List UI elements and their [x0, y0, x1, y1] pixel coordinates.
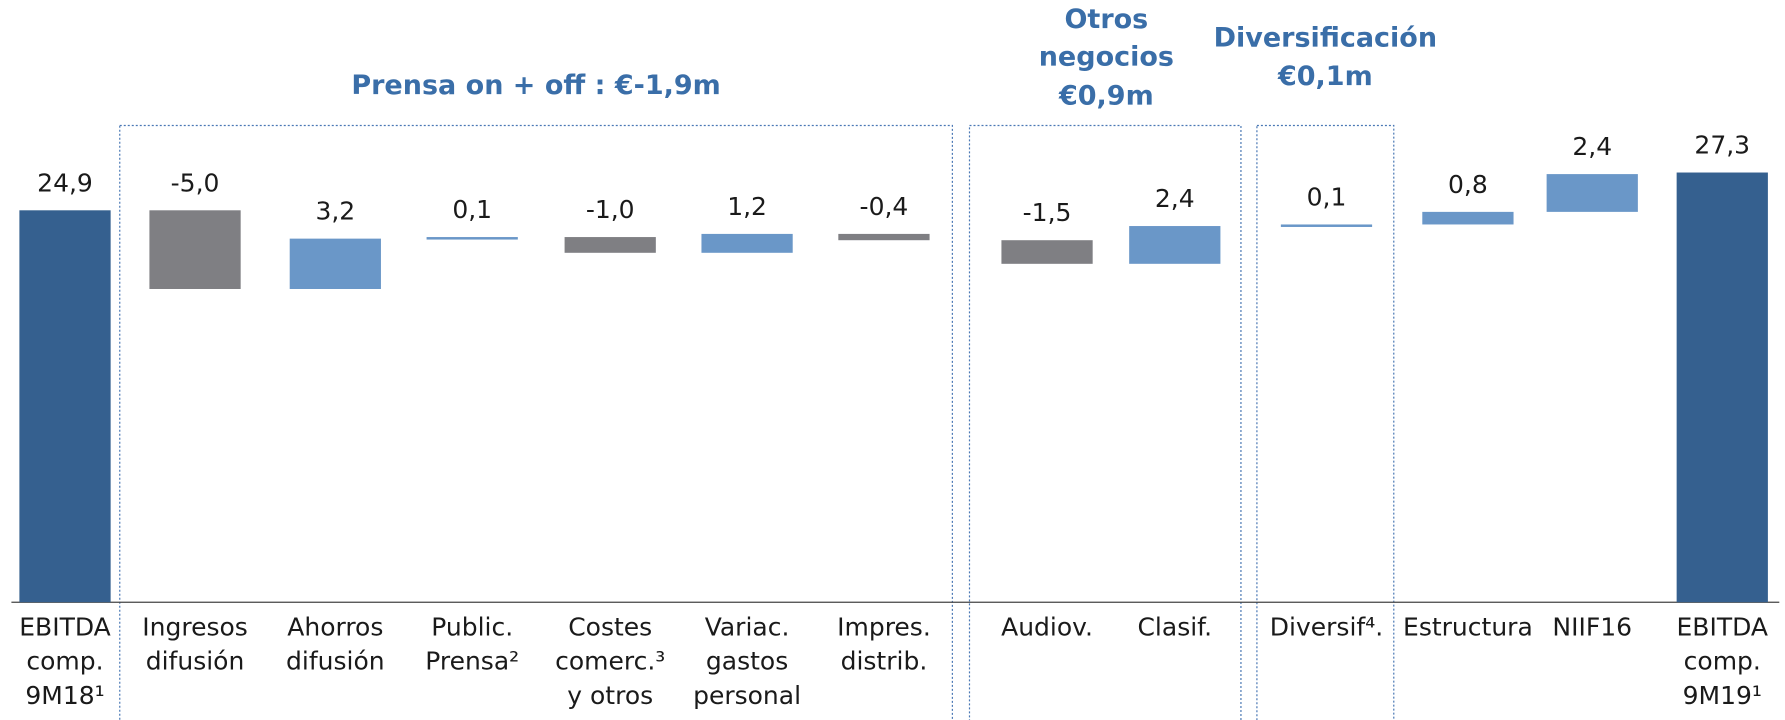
group-box — [1256, 124, 1395, 720]
x-tick-label: EBITDA comp. 9M19¹ — [1677, 612, 1769, 709]
x-tick-label: Ahorros difusión — [286, 612, 385, 675]
group-title: Diversificación — [1214, 22, 1438, 53]
x-tick-label: Variac. gastos personal — [693, 612, 801, 709]
value-label: 3,2 — [315, 197, 355, 226]
value-label: -5,0 — [171, 168, 220, 197]
value-label: 2,4 — [1572, 132, 1612, 161]
value-label: 0,1 — [1307, 182, 1347, 211]
x-tick-label: NIIF16 — [1552, 612, 1632, 641]
x-tick-label: Clasif. — [1137, 612, 1212, 641]
x-tick-label: Audiov. — [1001, 612, 1093, 641]
x-tick-label: EBITDA comp. 9M18¹ — [19, 612, 111, 709]
value-label: -0,4 — [860, 192, 909, 221]
bar — [1676, 172, 1768, 603]
group-title: Otros — [1064, 4, 1148, 35]
x-tick-label: Ingresos difusión — [142, 612, 248, 675]
value-label: 1,2 — [727, 192, 767, 221]
value-label: 2,4 — [1155, 184, 1195, 213]
x-tick-label: Impres. distrib. — [837, 612, 931, 675]
bar — [1546, 174, 1638, 212]
group-title: €0,1m — [1277, 61, 1373, 92]
group-title: Prensa on + off : €-1,9m — [351, 70, 721, 101]
group-title: negocios — [1039, 42, 1174, 73]
group-box — [968, 124, 1242, 720]
bar — [838, 233, 930, 241]
x-tick-label: Estructura — [1403, 612, 1533, 641]
bar — [1422, 211, 1514, 225]
value-label: -1,0 — [586, 195, 635, 224]
value-label: -1,5 — [1023, 198, 1072, 227]
x-tick-label: Diversif⁴. — [1270, 612, 1383, 641]
bar — [1001, 240, 1093, 264]
bar — [149, 210, 241, 289]
x-tick-label: Public. Prensa² — [425, 612, 519, 675]
value-label: 24,9 — [37, 168, 93, 197]
group-title: €0,9m — [1058, 80, 1154, 111]
bar — [289, 238, 381, 289]
value-label: 27,3 — [1694, 131, 1750, 160]
group-box — [119, 124, 953, 720]
bar — [701, 233, 793, 253]
bar — [19, 210, 111, 603]
bar — [1129, 226, 1221, 264]
value-label: 0,8 — [1448, 170, 1488, 199]
value-label: 0,1 — [452, 195, 492, 224]
bar — [564, 237, 656, 253]
bar — [1280, 224, 1373, 227]
x-tick-label: Costes comerc.³ y otros — [555, 612, 665, 709]
bar — [426, 237, 518, 240]
